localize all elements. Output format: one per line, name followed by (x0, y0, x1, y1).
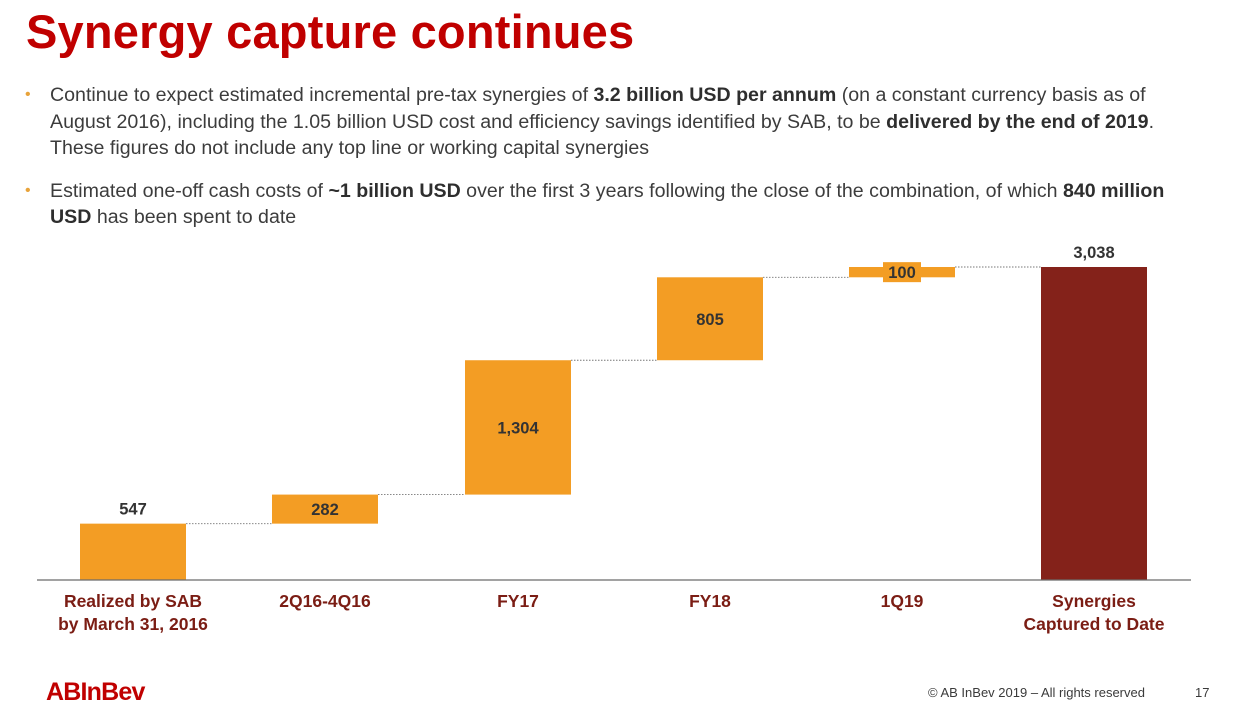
bullet-item-synergies: • Continue to expect estimated increment… (24, 82, 1209, 162)
bullet-list: • Continue to expect estimated increment… (24, 82, 1209, 231)
category-label-0: Realized by SAB by March 31, 2016 (58, 591, 208, 634)
text-part: . These figures do not include any top l… (50, 110, 1155, 160)
copyright-text: © AB InBev 2019 – All rights reserved (928, 685, 1145, 700)
bar-0 (80, 523, 186, 580)
abinbev-logo: ABInBev (46, 678, 145, 706)
text-part: over the first 3 years following the clo… (460, 179, 1064, 202)
bar-1 (272, 494, 378, 524)
text-part-bold: delivered by the end of 2019 (886, 110, 1149, 133)
text-part: (on a constant currency basis as of Augu… (50, 84, 1146, 133)
value-label-0: 547 (119, 501, 147, 519)
bullet-dot-icon: • (25, 181, 31, 199)
category-label-2: FY17 (497, 591, 539, 611)
text-part-bold: ~1 billion USD (328, 179, 461, 202)
category-label-1: 2Q16-4Q16 (279, 591, 371, 611)
value-label-5: 3,038 (1073, 244, 1114, 262)
text-part: Continue to expect estimated incremental… (50, 84, 594, 106)
bullet-item-cash-costs: • Estimated one-off cash costs of ~1 bil… (24, 178, 1209, 231)
bullet-text-2: Estimated one-off cash costs of ~1 billi… (50, 180, 1164, 229)
value-label-1: 282 (311, 501, 339, 519)
value-label-3: 805 (696, 311, 724, 329)
bullet-text-1: Continue to expect estimated incremental… (50, 84, 1154, 159)
bar-5 (1041, 267, 1147, 580)
text-part-bold: 3.2 billion USD per annum (593, 84, 837, 106)
text-part: has been spent to date (91, 206, 297, 228)
value-label-4: 100 (888, 264, 916, 282)
waterfall-chart: 547 282 1,304 805 100 3,038 (37, 244, 1191, 581)
value-label-bg (883, 262, 921, 283)
category-label-4: 1Q19 (880, 591, 924, 611)
bar-3 (657, 277, 763, 361)
text-part-bold: 840 million USD (50, 179, 1165, 229)
value-label-2: 1,304 (497, 419, 539, 437)
text-part: Estimated one-off cash costs of (50, 179, 329, 202)
slide-title: Synergy capture continues (26, 5, 635, 58)
page-number: 17 (1195, 685, 1210, 700)
category-label-3: FY18 (689, 591, 731, 611)
bar-2 (465, 360, 571, 495)
category-label-5: Synergies Captured to Date (1023, 591, 1165, 634)
bullet-dot-icon: • (25, 86, 31, 103)
